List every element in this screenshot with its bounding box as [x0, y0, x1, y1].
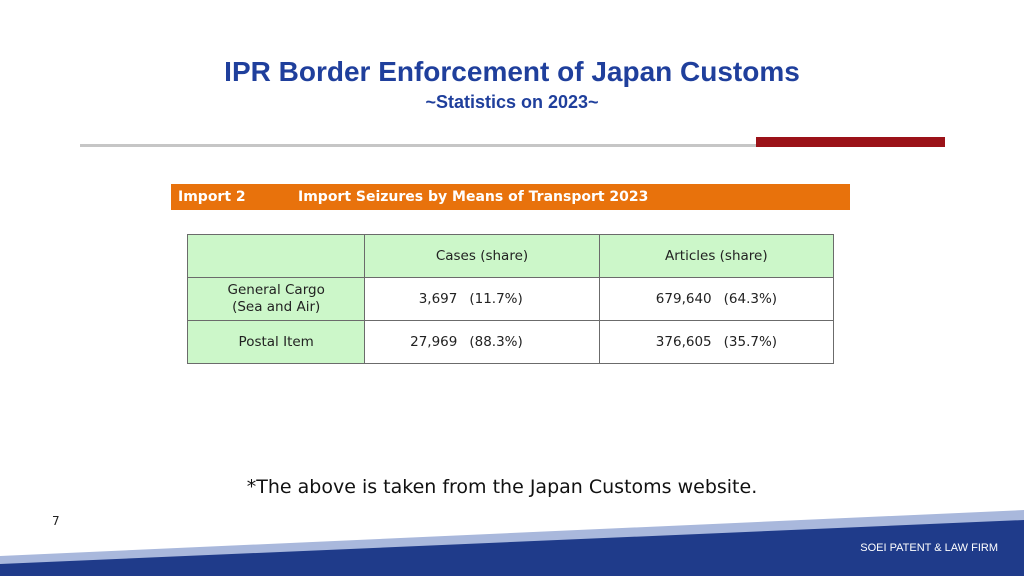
- divider-accent-red: [756, 137, 945, 147]
- row-label-line2: (Sea and Air): [232, 299, 321, 315]
- table-row: General Cargo (Sea and Air) 3,697 (11.7%)…: [186, 277, 835, 321]
- header-corner-cell: [186, 234, 366, 278]
- cases-share: (11.7%): [469, 291, 523, 307]
- articles-share: (64.3%): [723, 291, 778, 307]
- cell-cases: 3,697 (11.7%): [364, 277, 600, 321]
- footer-band-dark: [0, 520, 1024, 576]
- table-caption-banner: Import 2 Import Seizures by Means of Tra…: [171, 184, 850, 210]
- row-label-postal-item: Postal Item: [186, 320, 366, 364]
- caption-code: Import 2: [178, 189, 246, 205]
- cases-value: 3,697: [418, 291, 458, 307]
- row-label-line1: Postal Item: [238, 333, 314, 350]
- source-note: *The above is taken from the Japan Custo…: [246, 476, 758, 498]
- slide-subtitle: ~Statistics on 2023~: [425, 92, 599, 112]
- table-header-row: Cases (share) Articles (share): [186, 234, 835, 278]
- cell-cases: 27,969 (88.3%): [364, 320, 600, 364]
- slide-title: IPR Border Enforcement of Japan Customs: [224, 56, 800, 87]
- row-label-general-cargo: General Cargo (Sea and Air): [186, 277, 366, 321]
- header-cases: Cases (share): [364, 234, 600, 278]
- page-number: 7: [52, 514, 60, 528]
- table-row: Postal Item 27,969 (88.3%) 376,605 (35.7%): [186, 320, 835, 364]
- caption-title: Import Seizures by Means of Transport 20…: [298, 189, 649, 205]
- cell-articles: 679,640 (64.3%): [598, 277, 835, 321]
- header-articles: Articles (share): [598, 234, 835, 278]
- row-label-line1: General Cargo: [227, 282, 325, 298]
- cases-share: (88.3%): [469, 334, 523, 350]
- articles-share: (35.7%): [723, 334, 778, 350]
- articles-value: 376,605: [655, 334, 712, 350]
- firm-name: SOEI PATENT & LAW FIRM: [860, 542, 998, 554]
- divider-grey: [80, 144, 756, 147]
- cases-value: 27,969: [410, 334, 458, 350]
- articles-value: 679,640: [655, 291, 712, 307]
- cell-articles: 376,605 (35.7%): [598, 320, 835, 364]
- seizures-table: Cases (share) Articles (share) General C…: [186, 234, 835, 364]
- footer-wave-decoration: [0, 510, 1024, 576]
